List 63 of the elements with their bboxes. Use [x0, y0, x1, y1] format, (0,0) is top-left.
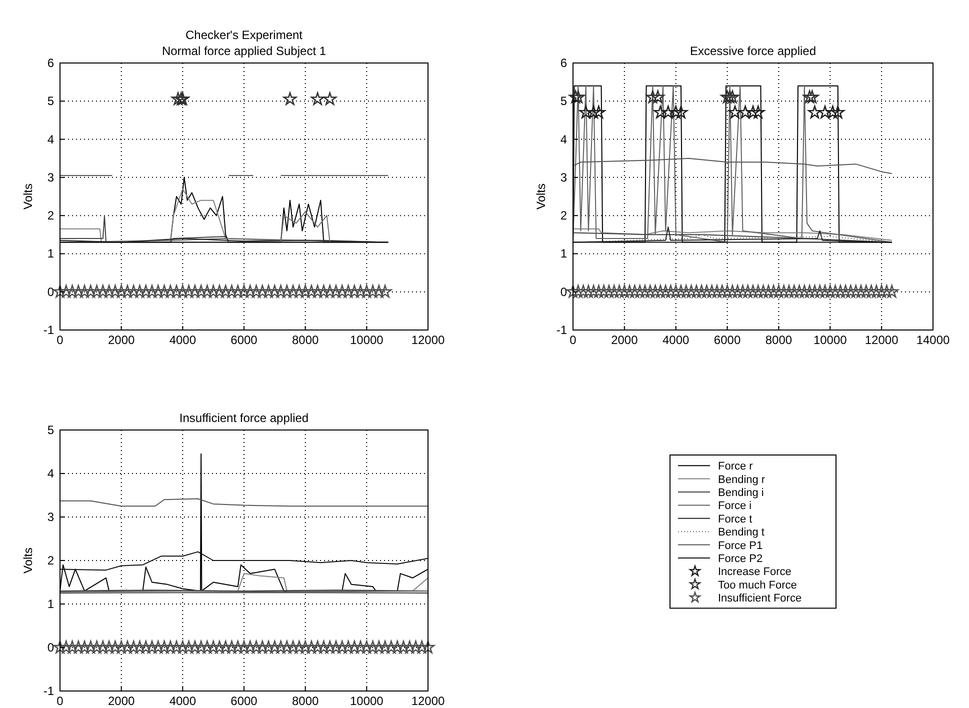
- legend-label: Force P1: [718, 540, 763, 552]
- x-tick-label: 8000: [292, 333, 320, 347]
- legend-label: Force P2: [718, 553, 763, 565]
- y-tick-label: 3: [560, 170, 568, 184]
- y-tick-label: 3: [47, 170, 54, 184]
- y-tick-label: 2: [47, 554, 54, 568]
- x-tick-label: 0: [570, 333, 577, 347]
- y-tick-label: 2: [560, 208, 568, 223]
- chart-title: Checker's Experiment: [186, 28, 304, 42]
- y-tick-label: 0: [560, 284, 568, 299]
- chart-title: Insufficient force applied: [179, 411, 309, 425]
- x-tick-label: 10000: [350, 333, 384, 347]
- x-tick-label: 8000: [292, 694, 320, 708]
- y-tick-label: 6: [560, 56, 568, 70]
- y-tick-label: 4: [47, 132, 54, 146]
- y-tick-label: 0: [47, 640, 54, 654]
- x-tick-label: 10000: [350, 694, 384, 708]
- x-tick-label: 4000: [662, 333, 690, 347]
- y-tick-label: -1: [556, 323, 568, 337]
- legend-label: Force i: [718, 500, 752, 512]
- x-tick-label: 0: [56, 694, 64, 708]
- x-tick-label: 14000: [916, 333, 950, 347]
- y-tick-label: 2: [47, 208, 54, 223]
- y-axis-title: Volts: [534, 183, 548, 210]
- chart-title: Excessive force applied: [690, 44, 816, 58]
- x-tick-label: 4000: [169, 333, 196, 347]
- y-tick-label: 0: [47, 284, 54, 299]
- y-tick-label: 3: [47, 510, 54, 524]
- y-tick-label: 1: [560, 246, 568, 261]
- y-tick-label: -1: [43, 323, 54, 337]
- legend-label: Force r: [718, 460, 754, 473]
- legend-label: Bending i: [718, 487, 764, 499]
- y-tick-label: 4: [47, 466, 54, 480]
- chart-subtitle: Normal force applied Subject 1: [162, 44, 326, 58]
- x-tick-label: 10000: [813, 333, 848, 347]
- y-tick-label: 1: [47, 246, 54, 261]
- y-tick-label: 6: [47, 56, 54, 70]
- x-tick-label: 2000: [108, 333, 136, 347]
- x-tick-label: 0: [56, 333, 64, 347]
- x-tick-label: 6000: [230, 333, 258, 347]
- y-tick-label: 1: [47, 597, 54, 611]
- legend-label: Bending t: [718, 526, 764, 539]
- y-axis-title: Volts: [21, 547, 35, 574]
- legend-label: Insufficient Force: [718, 592, 802, 605]
- legend-label: Too much Force: [718, 579, 797, 592]
- legend-label: Force t: [718, 513, 752, 526]
- y-tick-label: 5: [560, 94, 568, 108]
- x-tick-label: 12000: [864, 333, 899, 347]
- x-tick-label: 8000: [765, 333, 792, 347]
- x-tick-label: 4000: [169, 694, 196, 708]
- x-tick-label: 2000: [108, 694, 136, 708]
- y-axis-title: Volts: [21, 183, 35, 210]
- x-tick-label: 6000: [230, 694, 258, 708]
- legend-label: Bending r: [718, 474, 766, 486]
- x-tick-label: 12000: [411, 694, 446, 708]
- y-tick-label: 4: [560, 132, 568, 146]
- x-tick-label: 2000: [611, 333, 638, 347]
- legend-label: Increase Force: [718, 566, 792, 578]
- y-tick-label: 5: [47, 423, 54, 437]
- y-tick-label: 5: [47, 94, 54, 108]
- x-tick-label: 12000: [411, 333, 446, 347]
- y-tick-label: -1: [43, 684, 54, 698]
- x-tick-label: 6000: [714, 333, 741, 347]
